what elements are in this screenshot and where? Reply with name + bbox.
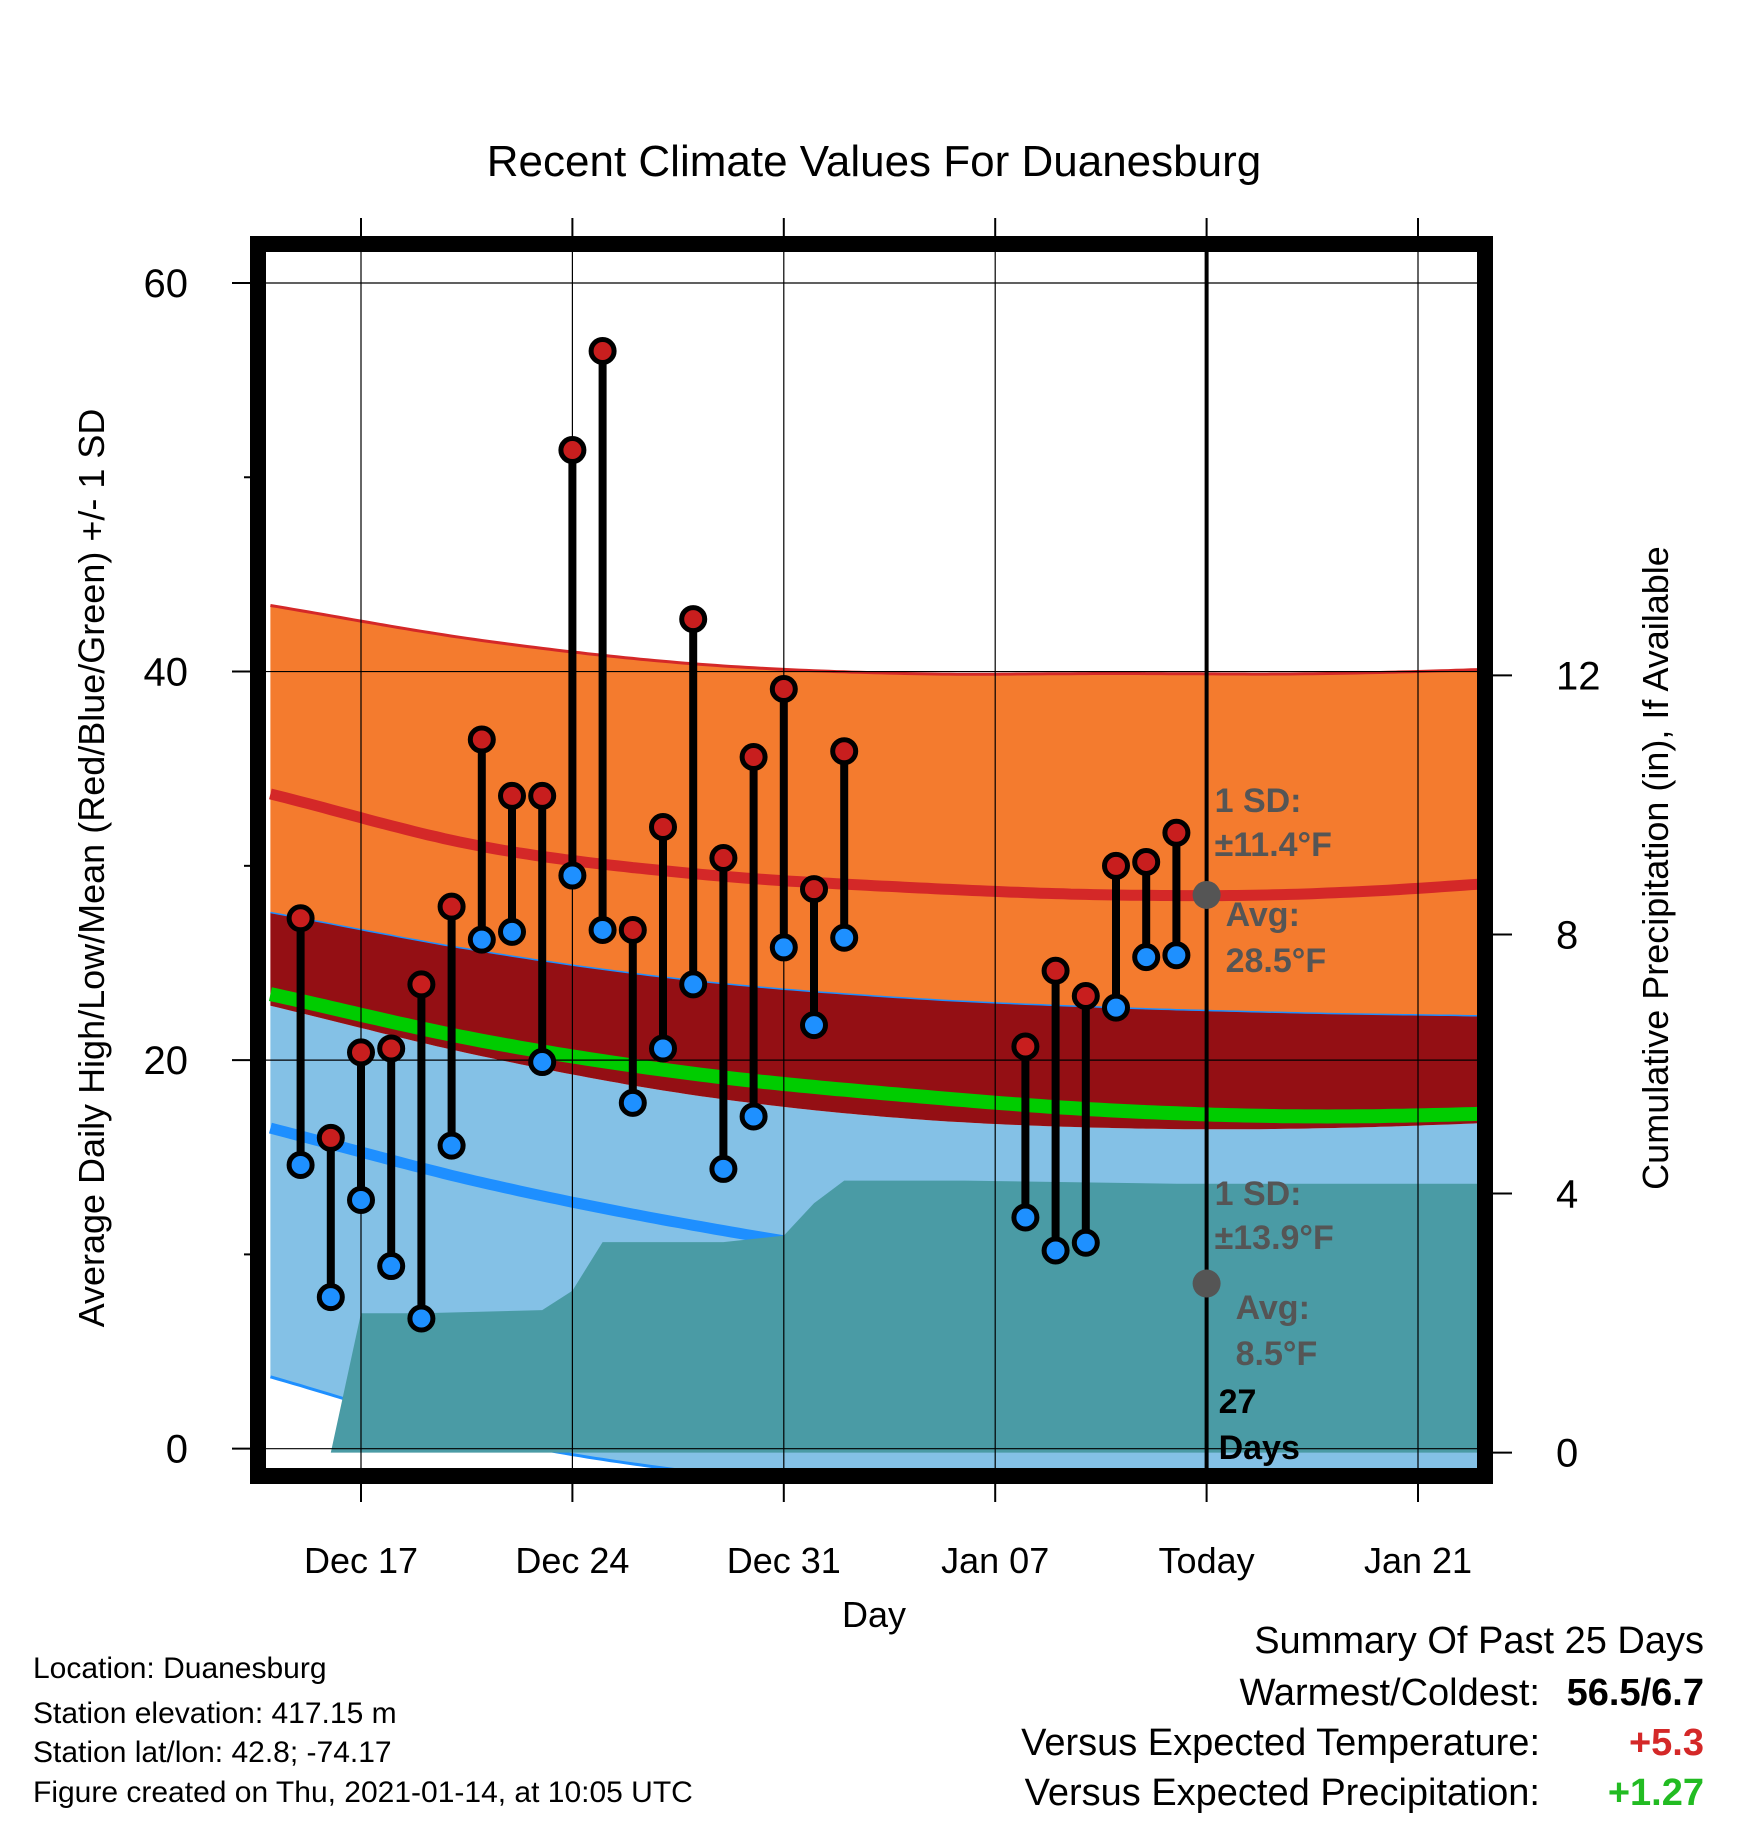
- low-point: [621, 1091, 644, 1114]
- low-point: [652, 1037, 675, 1060]
- x-axis-label: Day: [842, 1594, 906, 1635]
- summary-title: Summary Of Past 25 Days: [1254, 1620, 1704, 1663]
- high-point: [440, 895, 463, 918]
- high-point: [803, 878, 826, 901]
- low-point: [440, 1134, 463, 1157]
- y2-axis-label: Cumulative Precipitation (in), If Availa…: [1635, 546, 1676, 1190]
- low-point: [319, 1286, 342, 1309]
- warmest-coldest-label: Warmest/Coldest:: [1239, 1672, 1540, 1715]
- temperature-anomaly-value: +5.3: [1554, 1722, 1704, 1765]
- y-tick-label: 20: [144, 1039, 189, 1083]
- y-axis-label: Average Daily High/Low/Mean (Red/Blue/Gr…: [71, 409, 112, 1328]
- low-point: [410, 1307, 433, 1330]
- low-point: [501, 920, 524, 943]
- high-point: [652, 815, 675, 838]
- high-point: [289, 907, 312, 930]
- high-point: [1135, 850, 1158, 873]
- location-info: Location: Duanesburg: [33, 1652, 327, 1686]
- high-point: [1014, 1035, 1037, 1058]
- x-tick-label: Dec 31: [727, 1540, 841, 1581]
- low-point: [772, 936, 795, 959]
- low-point: [531, 1051, 554, 1074]
- summary-warmest-coldest: Warmest/Coldest: 56.5/6.7: [1239, 1672, 1704, 1715]
- high-point: [712, 847, 735, 870]
- low-point: [289, 1154, 312, 1177]
- high-point: [380, 1037, 403, 1060]
- precipitation-anomaly-value: +1.27: [1554, 1772, 1704, 1815]
- high-point: [591, 339, 614, 362]
- today-low-avg-marker: [1193, 1270, 1221, 1298]
- high-point: [319, 1126, 342, 1149]
- x-tick-label: Jan 07: [941, 1540, 1049, 1581]
- figure-created: Figure created on Thu, 2021-01-14, at 10…: [33, 1776, 693, 1810]
- y2-tick-label: 0: [1556, 1432, 1578, 1476]
- high-point: [1165, 821, 1188, 844]
- summary-precipitation: Versus Expected Precipitation: +1.27: [1025, 1772, 1704, 1815]
- station-latlon: Station lat/lon: 42.8; -74.17: [33, 1736, 392, 1770]
- high-point: [470, 728, 493, 751]
- high-point: [682, 608, 705, 631]
- low-point: [561, 864, 584, 887]
- high-point: [1074, 985, 1097, 1008]
- y-tick-label: 40: [144, 651, 189, 695]
- high-point: [350, 1041, 373, 1064]
- high-point: [833, 740, 856, 763]
- precipitation-label: Versus Expected Precipitation:: [1025, 1772, 1540, 1815]
- summary-temperature: Versus Expected Temperature: +5.3: [1021, 1722, 1704, 1765]
- low-point: [470, 928, 493, 951]
- high-point: [621, 918, 644, 941]
- low-point: [1165, 944, 1188, 967]
- y-tick-label: 0: [166, 1428, 188, 1472]
- station-elevation: Station elevation: 417.15 m: [33, 1697, 397, 1731]
- low-point: [350, 1189, 373, 1212]
- y2-tick-label: 12: [1556, 654, 1601, 698]
- high-point: [531, 784, 554, 807]
- high-point: [501, 784, 524, 807]
- today-high-avg-marker: [1193, 881, 1221, 909]
- climate-chart: Recent Climate Values For Duanesburg 1 S…: [0, 0, 1748, 1828]
- high-point: [772, 678, 795, 701]
- x-tick-label: Dec 17: [304, 1540, 418, 1581]
- low-point: [682, 973, 705, 996]
- x-tick-label: Jan 21: [1364, 1540, 1472, 1581]
- low-point: [591, 918, 614, 941]
- y2-tick-label: 4: [1556, 1173, 1578, 1217]
- high-point: [410, 973, 433, 996]
- x-tick-label: Dec 24: [515, 1540, 629, 1581]
- low-point: [1074, 1231, 1097, 1254]
- low-point: [833, 926, 856, 949]
- high-point: [742, 746, 765, 769]
- low-point: [1105, 996, 1128, 1019]
- high-point: [561, 439, 584, 462]
- low-point: [1044, 1239, 1067, 1262]
- temperature-label: Versus Expected Temperature:: [1021, 1722, 1540, 1765]
- y-tick-label: 60: [144, 262, 189, 306]
- low-point: [1014, 1206, 1037, 1229]
- warmest-coldest-value: 56.5/6.7: [1554, 1672, 1704, 1715]
- low-point: [742, 1105, 765, 1128]
- y2-tick-label: 8: [1556, 913, 1578, 957]
- chart-title: Recent Climate Values For Duanesburg: [487, 137, 1261, 186]
- x-tick-label: Today: [1159, 1540, 1255, 1581]
- low-point: [380, 1255, 403, 1278]
- low-point: [803, 1014, 826, 1037]
- high-point: [1044, 959, 1067, 982]
- low-point: [1135, 946, 1158, 969]
- high-point: [1105, 854, 1128, 877]
- low-point: [712, 1157, 735, 1180]
